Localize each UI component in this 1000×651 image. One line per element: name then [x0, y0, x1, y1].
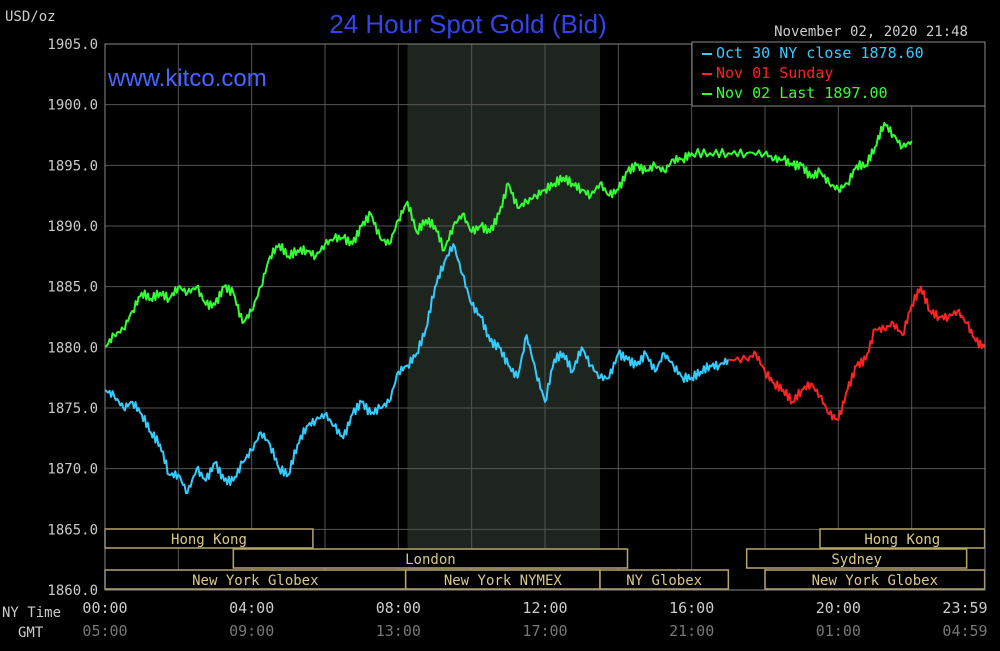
legend-box: [691, 41, 986, 107]
session-label: NY Globex: [626, 573, 702, 589]
y-tick-label: 1880.0: [47, 340, 98, 356]
gmt-tick: 01:00: [816, 622, 861, 640]
y-tick-label: 1865.0: [47, 522, 98, 538]
session-label: Sydney: [831, 552, 882, 568]
gmt-tick: 05:00: [82, 622, 127, 640]
ny-time-tick: 23:59: [942, 599, 987, 617]
unit-label: USD/oz: [5, 9, 56, 25]
y-tick-label: 1885.0: [47, 280, 98, 296]
session-box: [745, 548, 968, 569]
gmt-tick: 09:00: [229, 622, 274, 640]
x-axis: 00:00 04:00 08:00 12:00 16:00 20:00 23:59 05:00…: [82, 599, 987, 640]
plot-frame: [104, 43, 986, 591]
session-label: New York Globex: [192, 573, 318, 589]
series-line-0: [104, 243, 730, 495]
market-sessions: Hong Kong London New York Globex New York N…: [104, 528, 986, 590]
ny-time-tick: 04:00: [229, 599, 274, 617]
legend: Oct 30 NY close 1878.60 Nov 01 Sunday Nov …: [691, 41, 986, 107]
session-label: New York NYMEX: [444, 573, 563, 589]
session-box: [232, 548, 629, 569]
gmt-tick: 04:59: [942, 622, 987, 640]
ny-time-tick: 12:00: [522, 599, 567, 617]
grid: [104, 43, 986, 591]
y-tick-label: 1905.0: [47, 37, 98, 53]
session-label: Hong Kong: [171, 532, 247, 548]
y-tick-label: 1860.0: [47, 583, 98, 599]
y-tick-label: 1875.0: [47, 401, 98, 417]
website-label: www.kitco.com: [107, 65, 267, 92]
session-label: Hong Kong: [864, 532, 940, 548]
ny-time-tick: 08:00: [376, 599, 421, 617]
ny-time-label: NY Time: [2, 605, 61, 621]
ny-time-tick: 16:00: [669, 599, 714, 617]
session-box: [599, 569, 730, 590]
legend-entry: Nov 02 Last 1897.00: [716, 84, 888, 102]
chart-title: 24 Hour Spot Gold (Bid): [329, 9, 606, 39]
session-label: New York Globex: [812, 573, 938, 589]
timestamp: November 02, 2020 21:48: [774, 24, 968, 40]
trading-shade: [407, 44, 600, 590]
ny-time-tick: 00:00: [82, 599, 127, 617]
legend-entry: Nov 01 Sunday: [716, 64, 833, 82]
series-line-2: [104, 121, 913, 349]
gmt-tick: 21:00: [669, 622, 714, 640]
gmt-tick: 17:00: [522, 622, 567, 640]
ny-time-tick: 20:00: [816, 599, 861, 617]
series-line-1: [728, 285, 986, 422]
y-tick-label: 1900.0: [47, 98, 98, 114]
session-label: London: [405, 552, 456, 568]
legend-entry: Oct 30 NY close 1878.60: [716, 44, 924, 62]
y-axis: 1905.0 1900.0 1895.0 1890.0 1885.0 1880.0 1875…: [47, 37, 98, 599]
y-tick-label: 1895.0: [47, 158, 98, 174]
y-tick-label: 1870.0: [47, 462, 98, 478]
gmt-label: GMT: [18, 625, 44, 641]
price-lines: [104, 121, 986, 495]
gmt-tick: 13:00: [376, 622, 421, 640]
y-tick-label: 1890.0: [47, 219, 98, 235]
